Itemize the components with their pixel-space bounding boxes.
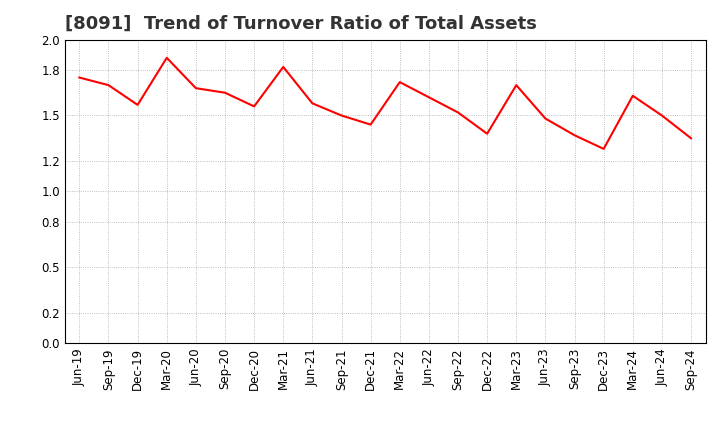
Text: [8091]  Trend of Turnover Ratio of Total Assets: [8091] Trend of Turnover Ratio of Total … [65, 15, 536, 33]
